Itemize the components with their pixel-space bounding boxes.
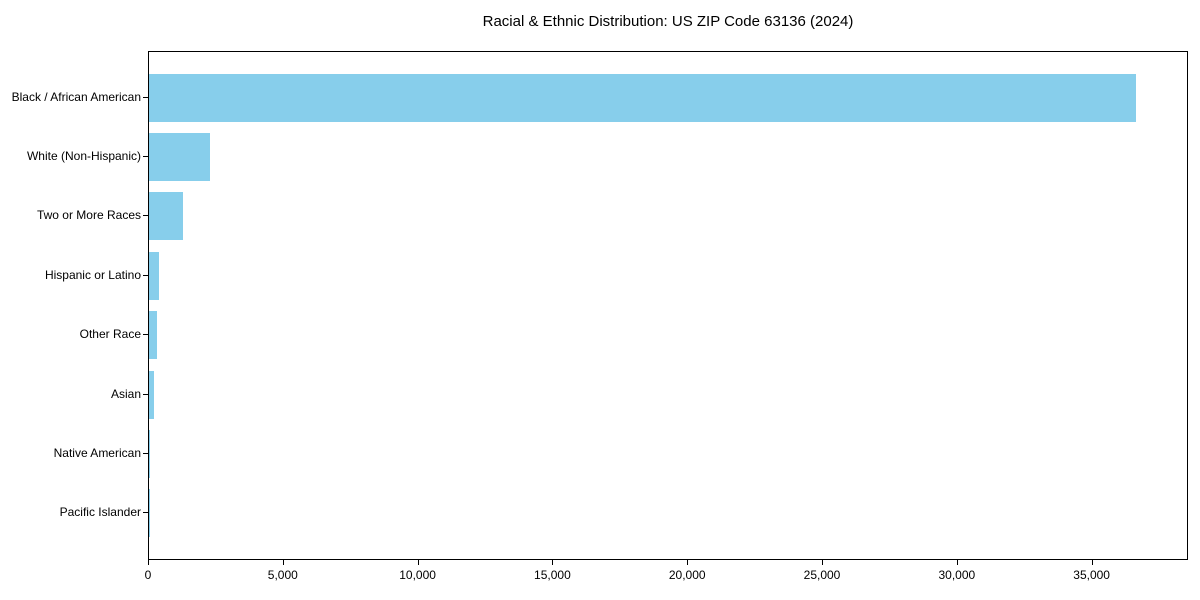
y-tick-two-or-more-races [143, 215, 148, 217]
bar-two-or-more-races [149, 192, 183, 241]
y-label-two-or-more-races: Two or More Races [36, 208, 141, 223]
x-tick-30000 [956, 560, 958, 565]
y-label-native-american: Native American [53, 445, 141, 460]
x-tick-label-5000: 5,000 [267, 568, 298, 582]
y-tick-hispanic-or-latino [143, 274, 148, 276]
x-tick-15000 [552, 560, 554, 565]
y-label-hispanic-or-latino: Hispanic or Latino [44, 267, 141, 282]
y-label-other-race: Other Race [79, 327, 141, 342]
x-tick-35000 [1091, 560, 1093, 565]
y-tick-white-non-hispanic [143, 156, 148, 158]
bar-black-african-american [149, 73, 1136, 122]
x-tick-20000 [687, 560, 689, 565]
bar-white-non-hispanic [149, 133, 210, 182]
x-tick-25000 [822, 560, 824, 565]
x-tick-10000 [417, 560, 419, 565]
bar-other-race [149, 311, 157, 360]
x-tick-5000 [282, 560, 284, 565]
y-label-asian: Asian [110, 386, 141, 401]
bar-hispanic-or-latino [149, 251, 160, 300]
x-tick-label-25000: 25,000 [803, 568, 841, 582]
x-tick-label-0: 0 [144, 568, 152, 582]
y-label-white-non-hispanic: White (Non-Hispanic) [26, 149, 141, 164]
x-tick-label-20000: 20,000 [668, 568, 706, 582]
x-tick-label-30000: 30,000 [938, 568, 976, 582]
chart-title: Racial & Ethnic Distribution: US ZIP Cod… [482, 13, 854, 30]
y-label-black-african-american: Black / African American [11, 89, 141, 104]
x-tick-label-10000: 10,000 [399, 568, 436, 582]
y-tick-asian [143, 393, 148, 395]
x-tick-label-35000: 35,000 [1073, 568, 1110, 582]
bar-asian [149, 370, 154, 419]
x-tick-0 [148, 560, 149, 565]
x-tick-label-15000: 15,000 [534, 568, 571, 582]
y-tick-other-race [143, 334, 148, 336]
y-tick-native-american [143, 452, 148, 454]
y-tick-black-african-american [143, 96, 148, 98]
y-label-pacific-islander: Pacific Islander [59, 505, 141, 520]
bar-native-american [149, 429, 151, 478]
y-tick-pacific-islander [143, 512, 148, 514]
plot-area [148, 51, 1188, 560]
